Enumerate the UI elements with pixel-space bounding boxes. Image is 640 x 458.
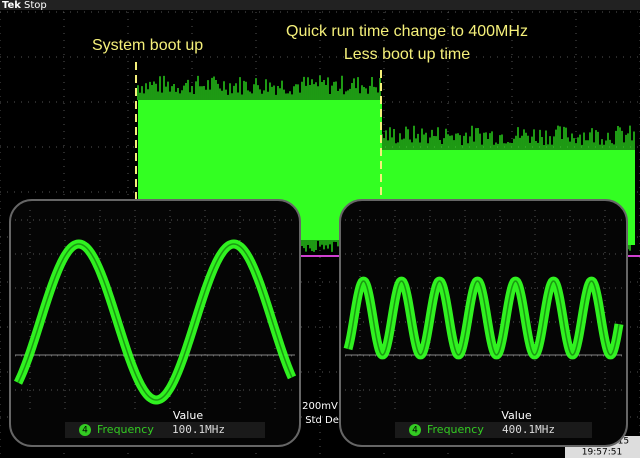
readout-bar [395, 422, 592, 438]
channel-badge [79, 424, 91, 436]
scale-box [296, 400, 346, 412]
inset-panel [9, 199, 301, 447]
annotation: Less boot up time [344, 46, 470, 63]
annotation: Quick run time change to 400MHz [286, 23, 528, 40]
status-bar [0, 0, 640, 10]
channel: 4 [82, 426, 88, 436]
measurement: Frequency [427, 423, 484, 436]
channel-badge [409, 424, 421, 436]
time: 19:57:51 [582, 448, 622, 458]
stat: Std Dev [305, 415, 345, 426]
reading: 100.1MHz [172, 423, 225, 436]
scale: 200mV [302, 401, 338, 412]
brand: Tek [2, 0, 21, 11]
sine-core [347, 280, 620, 356]
channel: 4 [412, 426, 418, 436]
readout-bar [65, 422, 265, 438]
run-status: Stop [24, 0, 47, 11]
readout-label: Value [173, 409, 203, 422]
measurement: Frequency [97, 423, 154, 436]
readout-label: Value [501, 409, 531, 422]
reading: 400.1MHz [502, 423, 555, 436]
sine-core [17, 243, 293, 401]
annotation: System boot up [92, 37, 203, 54]
